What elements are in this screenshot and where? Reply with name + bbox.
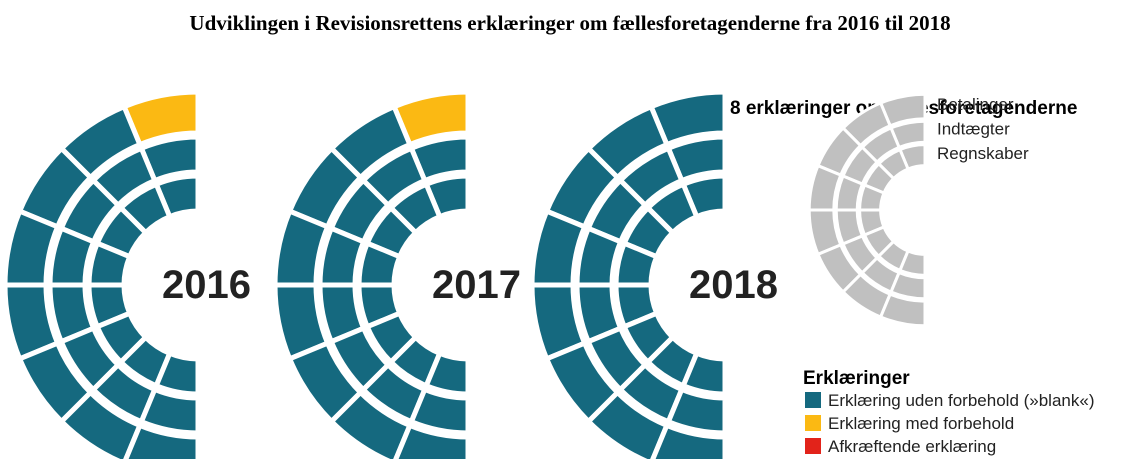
legend-label: Erklæring uden forbehold (»blank«) [828,391,1095,410]
legend-label: Erklæring med forbehold [828,414,1014,433]
segment [898,249,927,277]
segment [680,350,728,397]
key-ring-label: Betalinger [937,95,1014,114]
segment [650,422,728,459]
legend-swatch [805,438,821,454]
title: Udviklingen i Revisionsrettens erklæring… [189,11,950,35]
key-ring-label: Indtægter [937,120,1010,139]
segment [878,292,927,328]
key-ring-label: Regnskaber [937,144,1029,163]
segment [423,350,471,397]
year-label: 2017 [432,263,521,307]
segment [393,422,471,459]
segment [138,386,201,436]
segment [665,386,728,436]
segment [123,422,201,459]
segment [408,386,471,436]
legend-label: Afkræftende erklæring [828,437,996,456]
legend-swatch [805,415,821,431]
segment [153,350,201,397]
legend-swatch [805,392,821,408]
year-label: 2018 [689,263,778,307]
legend-title: Erklæringer [803,368,910,389]
segment [889,270,927,301]
year-label: 2016 [162,263,251,307]
